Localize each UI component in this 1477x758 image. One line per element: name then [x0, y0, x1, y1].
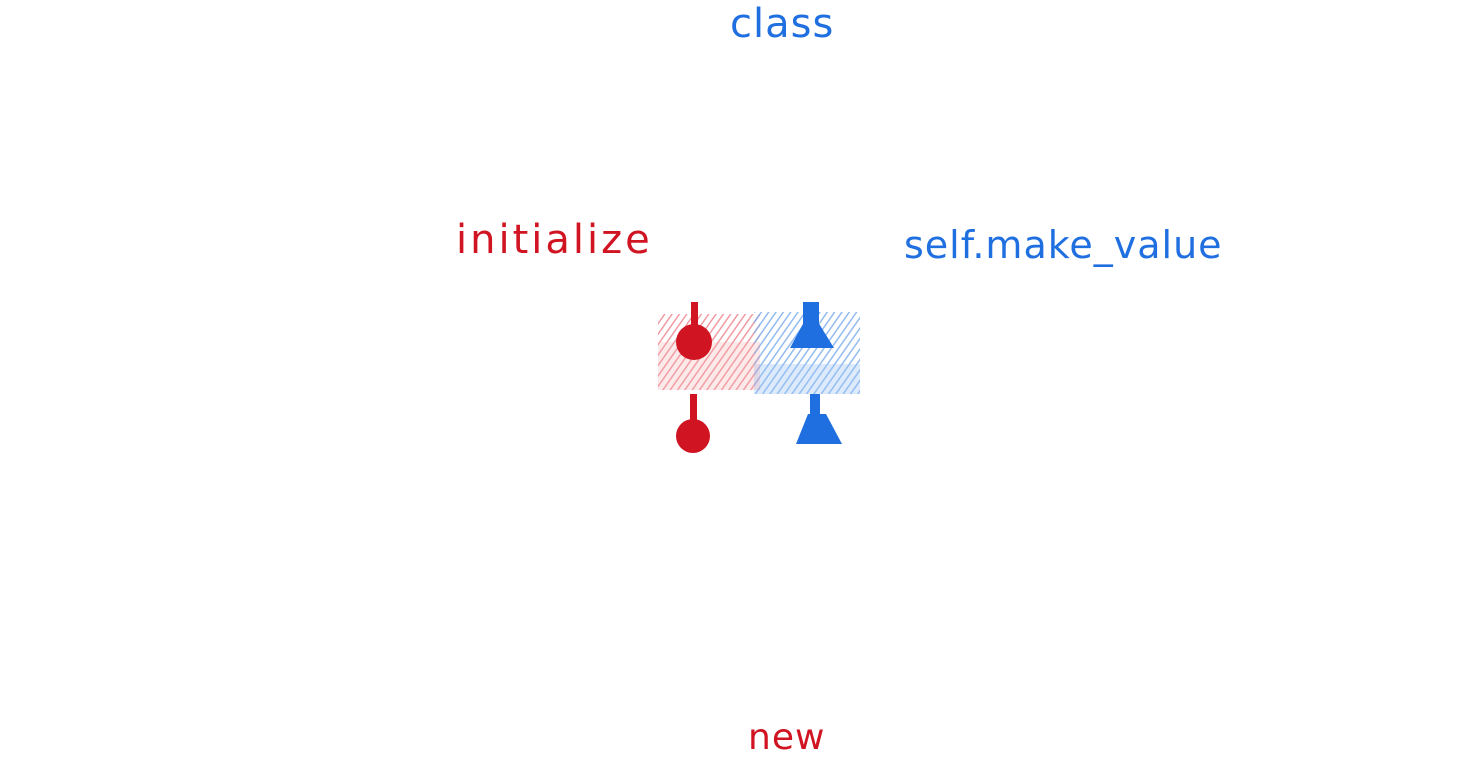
initialize-label: initialize	[456, 217, 653, 263]
red-round-peg-icon	[676, 394, 710, 453]
blue-triangle-peg-icon	[790, 302, 834, 348]
red-shaded-half	[658, 314, 760, 390]
make-value-label: self.make_value	[904, 223, 1223, 267]
blue-triangle-peg-icon	[796, 394, 842, 444]
class-label: class	[730, 1, 835, 47]
red-round-peg-icon	[676, 302, 712, 360]
connector-diagram	[658, 302, 860, 453]
blue-shaded-band	[754, 364, 860, 394]
new-label: new	[748, 717, 826, 758]
